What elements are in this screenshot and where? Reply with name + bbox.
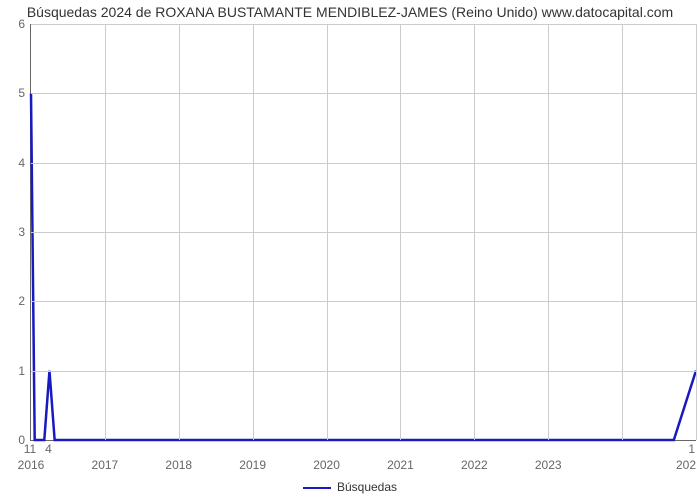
grid-line-horizontal: [31, 232, 696, 233]
y-tick-label: 4: [18, 156, 31, 170]
chart-title: Búsquedas 2024 de ROXANA BUSTAMANTE MEND…: [0, 4, 700, 20]
x-tick-label: 2020: [313, 440, 340, 472]
x-tick-label: 2022: [461, 440, 488, 472]
series-line: [31, 93, 696, 440]
y-tick-label: 2: [18, 294, 31, 308]
legend-label: Búsquedas: [337, 480, 397, 494]
x-tick-label: 2021: [387, 440, 414, 472]
y-tick-label: 3: [18, 225, 31, 239]
grid-line-horizontal: [31, 371, 696, 372]
grid-line-horizontal: [31, 93, 696, 94]
grid-line-horizontal: [31, 24, 696, 25]
x-tick-label: 2018: [165, 440, 192, 472]
x-tick-label: 2023: [535, 440, 562, 472]
data-point-label: 1: [688, 442, 695, 456]
legend-swatch: [303, 487, 331, 489]
grid-line-horizontal: [31, 163, 696, 164]
data-point-label: 4: [45, 442, 52, 456]
data-point-label: 11: [24, 442, 36, 456]
x-tick-label: 2017: [92, 440, 119, 472]
x-tick-label: 2019: [239, 440, 266, 472]
chart-container: Búsquedas 2024 de ROXANA BUSTAMANTE MEND…: [0, 0, 700, 500]
y-tick-label: 1: [18, 364, 31, 378]
plot-area: 0123456201620172018201920202021202220232…: [30, 24, 696, 441]
grid-line-horizontal: [31, 301, 696, 302]
grid-line-vertical: [696, 24, 697, 440]
y-tick-label: 6: [18, 17, 31, 31]
y-tick-label: 5: [18, 86, 31, 100]
legend: Búsquedas: [0, 480, 700, 494]
